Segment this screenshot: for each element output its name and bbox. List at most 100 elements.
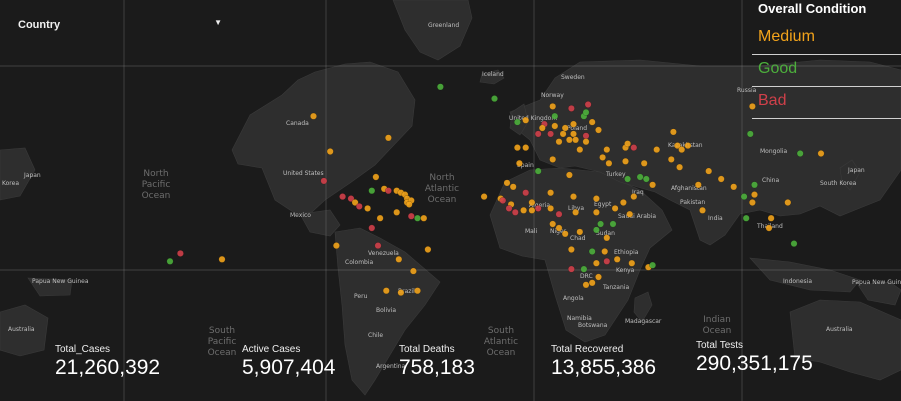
- marker-medium[interactable]: [717, 175, 725, 183]
- marker-medium[interactable]: [582, 281, 590, 289]
- marker-medium[interactable]: [310, 112, 317, 120]
- marker-bad[interactable]: [339, 193, 347, 201]
- marker-medium[interactable]: [582, 138, 590, 146]
- marker-medium[interactable]: [622, 157, 629, 165]
- marker-good[interactable]: [166, 257, 174, 265]
- marker-medium[interactable]: [397, 289, 405, 297]
- marker-good[interactable]: [491, 95, 498, 103]
- marker-bad[interactable]: [567, 104, 575, 112]
- marker-medium[interactable]: [551, 122, 559, 130]
- marker-bad[interactable]: [567, 265, 575, 273]
- marker-medium[interactable]: [538, 124, 546, 132]
- marker-medium[interactable]: [605, 159, 613, 167]
- marker-medium[interactable]: [570, 120, 577, 128]
- marker-medium[interactable]: [547, 204, 555, 212]
- marker-medium[interactable]: [619, 199, 627, 206]
- marker-medium[interactable]: [567, 246, 575, 253]
- marker-medium[interactable]: [326, 148, 334, 155]
- marker-medium[interactable]: [613, 255, 621, 263]
- marker-bad[interactable]: [547, 130, 555, 138]
- marker-medium[interactable]: [748, 102, 756, 110]
- marker-medium[interactable]: [509, 183, 517, 191]
- marker-medium[interactable]: [414, 287, 421, 295]
- marker-medium[interactable]: [332, 242, 340, 250]
- marker-medium[interactable]: [603, 146, 611, 154]
- marker-medium[interactable]: [694, 181, 702, 189]
- marker-medium[interactable]: [611, 204, 619, 212]
- marker-good[interactable]: [580, 265, 588, 273]
- marker-medium[interactable]: [395, 255, 403, 263]
- marker-bad[interactable]: [582, 132, 590, 140]
- marker-bad[interactable]: [511, 208, 519, 216]
- marker-medium[interactable]: [503, 179, 511, 187]
- marker-medium[interactable]: [565, 136, 573, 144]
- marker-medium[interactable]: [351, 199, 359, 206]
- legend-item-bad[interactable]: Bad: [752, 87, 901, 119]
- marker-medium[interactable]: [784, 199, 792, 206]
- marker-good[interactable]: [513, 118, 521, 126]
- marker-medium[interactable]: [624, 140, 632, 148]
- country-filter-dropdown[interactable]: Country ▼: [12, 14, 224, 38]
- marker-medium[interactable]: [549, 155, 557, 163]
- marker-medium[interactable]: [528, 206, 536, 214]
- marker-medium[interactable]: [595, 273, 602, 281]
- marker-medium[interactable]: [364, 204, 372, 212]
- marker-medium[interactable]: [748, 199, 756, 206]
- marker-medium[interactable]: [765, 224, 773, 232]
- marker-good[interactable]: [624, 175, 632, 183]
- marker-medium[interactable]: [515, 159, 523, 167]
- marker-medium[interactable]: [409, 267, 417, 275]
- marker-bad[interactable]: [630, 144, 638, 152]
- marker-good[interactable]: [414, 214, 421, 222]
- marker-medium[interactable]: [699, 206, 706, 214]
- marker-medium[interactable]: [561, 124, 569, 132]
- marker-bad[interactable]: [522, 189, 530, 197]
- marker-good[interactable]: [551, 112, 559, 120]
- marker-medium[interactable]: [628, 259, 636, 267]
- marker-bad[interactable]: [347, 195, 355, 203]
- marker-medium[interactable]: [588, 118, 596, 126]
- marker-bad[interactable]: [176, 249, 184, 257]
- marker-good[interactable]: [597, 220, 605, 228]
- marker-medium[interactable]: [218, 255, 226, 263]
- marker-medium[interactable]: [522, 144, 530, 152]
- marker-medium[interactable]: [601, 248, 609, 255]
- marker-good[interactable]: [746, 130, 754, 138]
- marker-medium[interactable]: [528, 199, 536, 206]
- marker-medium[interactable]: [595, 126, 602, 134]
- marker-medium[interactable]: [588, 279, 596, 287]
- case-markers[interactable]: [166, 83, 825, 297]
- marker-bad[interactable]: [505, 204, 513, 212]
- marker-medium[interactable]: [576, 228, 584, 236]
- marker-medium[interactable]: [522, 116, 530, 124]
- marker-medium[interactable]: [684, 142, 692, 150]
- marker-medium[interactable]: [520, 206, 528, 214]
- marker-medium[interactable]: [382, 287, 390, 295]
- marker-good[interactable]: [368, 187, 376, 195]
- marker-medium[interactable]: [649, 181, 657, 189]
- marker-medium[interactable]: [667, 155, 675, 163]
- marker-bad[interactable]: [534, 130, 542, 138]
- marker-good[interactable]: [649, 261, 657, 269]
- marker-medium[interactable]: [420, 214, 428, 222]
- marker-medium[interactable]: [669, 128, 677, 136]
- marker-medium[interactable]: [555, 224, 563, 232]
- marker-medium[interactable]: [705, 167, 713, 175]
- marker-medium[interactable]: [561, 230, 569, 238]
- marker-good[interactable]: [588, 248, 596, 255]
- marker-medium[interactable]: [572, 136, 580, 144]
- marker-bad[interactable]: [499, 197, 507, 204]
- marker-medium[interactable]: [372, 173, 380, 181]
- marker-medium[interactable]: [555, 138, 563, 146]
- marker-good[interactable]: [742, 214, 750, 222]
- marker-good[interactable]: [751, 181, 758, 189]
- marker-bad[interactable]: [603, 257, 611, 265]
- marker-good[interactable]: [636, 173, 644, 181]
- marker-medium[interactable]: [730, 183, 738, 191]
- marker-bad[interactable]: [407, 212, 415, 220]
- marker-medium[interactable]: [767, 214, 775, 222]
- marker-good[interactable]: [642, 175, 650, 183]
- legend-item-good[interactable]: Good: [752, 55, 901, 87]
- marker-medium[interactable]: [480, 193, 488, 201]
